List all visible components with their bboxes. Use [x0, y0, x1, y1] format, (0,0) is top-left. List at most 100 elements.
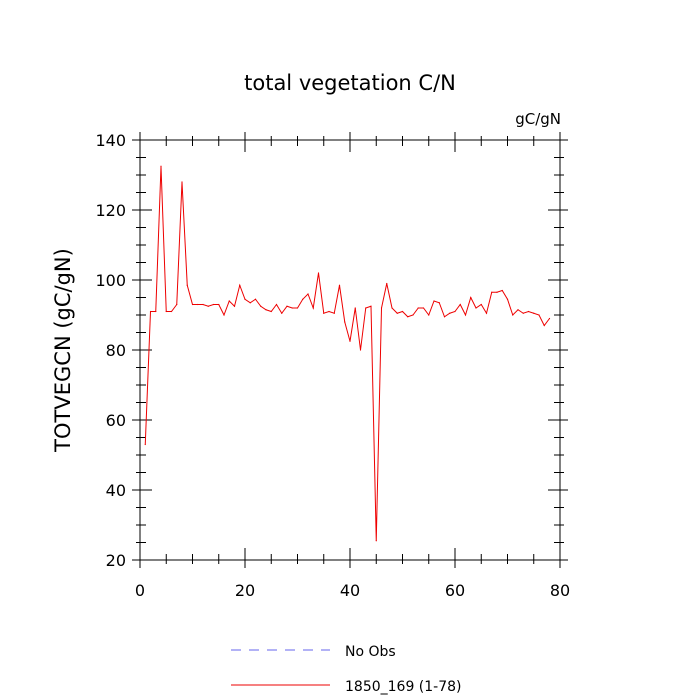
y-tick-label: 120: [95, 201, 126, 220]
x-tick-label: 60: [445, 581, 465, 600]
y-tick-label: 100: [95, 271, 126, 290]
data-point: [370, 305, 372, 307]
axis-ticks: [132, 132, 568, 568]
data-point: [533, 312, 535, 314]
data-point: [286, 305, 288, 307]
data-point: [512, 314, 514, 316]
data-point: [176, 303, 178, 306]
data-point: [517, 309, 519, 311]
data-point: [317, 272, 320, 274]
chart-title: total vegetation C/N: [244, 71, 456, 95]
data-point: [233, 305, 236, 307]
data-point: [302, 298, 304, 300]
data-point: [443, 316, 446, 318]
data-point: [365, 307, 367, 309]
data-point: [485, 312, 488, 314]
data-point: [459, 303, 461, 306]
data-point: [170, 310, 173, 313]
data-point: [417, 307, 419, 309]
data-point: [522, 312, 524, 314]
data-point: [543, 324, 545, 327]
series-layer: [144, 165, 551, 542]
data-point: [281, 312, 283, 314]
data-point: [354, 307, 356, 309]
data-point: [260, 305, 262, 307]
data-point: [506, 298, 509, 300]
data-point: [312, 307, 314, 309]
data-point: [380, 307, 383, 309]
legend: No Obs 1850_169 (1-78): [231, 644, 462, 695]
y-tick-label: 80: [106, 341, 126, 360]
data-point: [249, 302, 251, 304]
data-point: [275, 303, 278, 306]
legend-label-model: 1850_169 (1-78): [345, 679, 462, 695]
series-line-model: [144, 166, 550, 541]
x-tick-label: 0: [135, 581, 145, 600]
data-point: [333, 312, 335, 314]
data-point: [291, 307, 293, 309]
data-point: [186, 284, 188, 286]
data-point: [422, 307, 425, 309]
data-point: [454, 310, 456, 313]
data-point: [344, 321, 346, 323]
data-point: [328, 310, 330, 313]
data-point: [207, 305, 209, 307]
data-point: [307, 293, 309, 295]
data-point: [197, 303, 199, 306]
data-point: [359, 349, 362, 351]
data-point: [391, 307, 393, 309]
data-point: [449, 312, 451, 314]
data-point: [181, 181, 183, 183]
data-point: [396, 312, 398, 314]
legend-label-no-obs: No Obs: [345, 644, 396, 660]
data-point: [475, 307, 477, 309]
data-point: [155, 310, 157, 313]
plot-frame: [139, 139, 561, 561]
y-axis-label: TOTVEGCN (gC/gN): [51, 248, 75, 453]
data-point: [223, 314, 225, 316]
data-point: [386, 282, 388, 285]
data-point: [254, 298, 257, 300]
data-point: [144, 443, 146, 446]
data-point: [407, 316, 409, 318]
data-point: [218, 303, 220, 306]
data-point: [202, 303, 204, 306]
data-point: [401, 310, 404, 313]
data-point: [191, 303, 194, 306]
data-point: [496, 291, 498, 293]
y-tick-label: 140: [95, 131, 126, 150]
x-tick-label: 40: [340, 581, 360, 600]
data-point: [244, 298, 246, 300]
axis-tick-labels: 0 20 40 60 80 20 40 60 80 100 120 140: [95, 131, 570, 600]
y-tick-label: 60: [106, 411, 126, 430]
data-point: [149, 310, 152, 313]
data-point: [464, 314, 467, 316]
data-point: [375, 540, 377, 542]
data-point: [438, 302, 440, 304]
x-tick-label: 80: [550, 581, 570, 600]
y-tick-label: 40: [106, 481, 126, 500]
data-point: [228, 300, 230, 302]
x-tick-label: 20: [235, 581, 255, 600]
data-point: [527, 310, 530, 313]
data-point: [160, 165, 162, 167]
data-point: [538, 314, 540, 316]
data-point: [323, 312, 325, 314]
data-point: [501, 289, 503, 292]
data-point: [470, 296, 472, 299]
y-tick-label: 20: [106, 551, 126, 570]
data-point: [265, 309, 267, 311]
data-point: [349, 340, 351, 342]
units-label: gC/gN: [515, 110, 561, 128]
data-point: [338, 284, 341, 286]
data-point: [296, 307, 299, 309]
data-point: [548, 317, 551, 320]
data-point: [412, 314, 414, 316]
data-point: [480, 303, 482, 306]
data-point: [165, 310, 167, 313]
data-point: [270, 310, 272, 313]
data-point: [212, 303, 215, 306]
data-point: [428, 314, 430, 316]
data-point: [239, 284, 241, 286]
